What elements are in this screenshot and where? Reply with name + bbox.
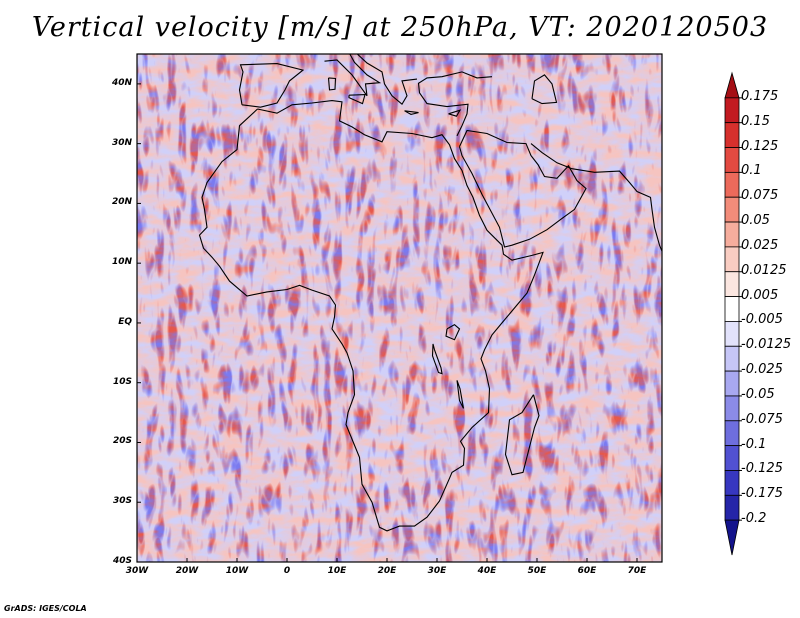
lon-tick-label: 20W: [175, 566, 199, 576]
colorbar-segment: [724, 420, 740, 447]
lon-tick-label: 50E: [527, 566, 547, 576]
colorbar-segment: [724, 470, 740, 496]
colorbar-label: -0.125: [741, 461, 783, 477]
colorbar: [724, 71, 742, 556]
colorbar-top-arrow: [724, 71, 740, 99]
grads-credit: GrADS: IGES/COLA: [4, 604, 87, 613]
lat-tick-label: 30S: [112, 496, 132, 507]
colorbar-label: -0.2: [741, 511, 767, 527]
lat-tick-label: 20N: [111, 197, 132, 208]
colorbar-label: -0.1: [741, 436, 767, 452]
coastlines: [198, 54, 662, 532]
colorbar-segment: [724, 221, 740, 248]
lat-tick-label: 40S: [112, 556, 132, 566]
lon-tick-label: 30E: [427, 566, 447, 576]
colorbar-label: -0.05: [741, 386, 775, 402]
colorbar-label: -0.005: [741, 312, 783, 328]
lat-tick-label: 40N: [111, 77, 132, 88]
colorbar-label: -0.175: [741, 486, 783, 502]
caspian-coastline: [531, 74, 558, 105]
arabia-coastline: [458, 129, 587, 248]
lat-tick-label: 20S: [112, 436, 132, 447]
map-title: Vertical velocity [m/s] at 250hPa, VT: 2…: [31, 12, 769, 43]
lon-tick-label: 70E: [627, 566, 647, 576]
colorbar-label: -0.075: [741, 411, 783, 427]
colorbar-segment: [724, 370, 740, 397]
crete-coastline: [404, 110, 419, 115]
colorbar-segment: [724, 171, 740, 198]
vertical-velocity-field: [137, 54, 662, 562]
colorbar-segment: [724, 321, 740, 347]
colorbar-label: 0.05: [741, 213, 770, 229]
lake-victoria: [445, 324, 461, 341]
colorbar-label: 0.125: [741, 138, 779, 154]
colorbar-segment: [724, 296, 740, 322]
colorbar-label: 0.1: [741, 163, 762, 179]
lake-tanganyika: [431, 343, 443, 375]
colorbar-label: 0.15: [741, 113, 770, 129]
colorbar-label: 0.175: [741, 88, 779, 104]
cyprus-coastline: [448, 109, 462, 117]
asia-coastline: [530, 143, 662, 252]
colorbar-label: 0.075: [741, 188, 779, 204]
colorbar-segment: [724, 97, 740, 124]
africa-coastline: [198, 100, 544, 532]
lon-tick-label: 40E: [477, 566, 497, 576]
sardinia-coastline: [327, 77, 337, 91]
lat-tick-label: 30N: [111, 137, 132, 148]
colorbar-segment: [724, 395, 740, 422]
sicily-coastline: [348, 94, 366, 105]
lon-tick-label: 20E: [377, 566, 397, 576]
lake-malawi: [456, 380, 465, 409]
colorbar-segment: [724, 445, 740, 471]
colorbar-label: 0.025: [741, 237, 779, 253]
axis-ticks: [136, 83, 638, 563]
colorbar-label: 0.005: [741, 287, 779, 303]
iberia-coastline: [238, 63, 305, 108]
lon-tick-label: 0: [283, 566, 291, 576]
colorbar-segment: [724, 271, 740, 297]
lon-tick-label: 10E: [327, 566, 347, 576]
colorbar-bottom-arrow: [724, 519, 740, 556]
colorbar-segment: [724, 147, 740, 173]
lon-tick-label: 10W: [225, 566, 249, 576]
lon-tick-label: 30W: [125, 566, 149, 576]
colorbar-segment: [724, 494, 740, 521]
colorbar-label: -0.025: [741, 362, 783, 378]
madagascar-coastline: [504, 394, 540, 476]
colorbar-label: 0.0125: [741, 262, 787, 278]
balkans-coastline: [356, 54, 418, 106]
lat-tick-label: 10N: [111, 257, 132, 268]
lat-tick-label: 10S: [112, 376, 132, 387]
italy-coastline: [324, 54, 382, 97]
lon-tick-label: 60E: [577, 566, 597, 576]
plot-frame: [136, 53, 663, 563]
colorbar-segment: [724, 345, 740, 372]
field-white-streaks: [137, 54, 662, 562]
eastern-mediterranean-coastline: [417, 71, 493, 137]
colorbar-segment: [724, 122, 740, 148]
colorbar-label: -0.0125: [741, 337, 792, 353]
colorbar-segment: [724, 246, 740, 273]
lat-tick-label: EQ: [118, 316, 132, 327]
colorbar-segment: [724, 196, 740, 223]
